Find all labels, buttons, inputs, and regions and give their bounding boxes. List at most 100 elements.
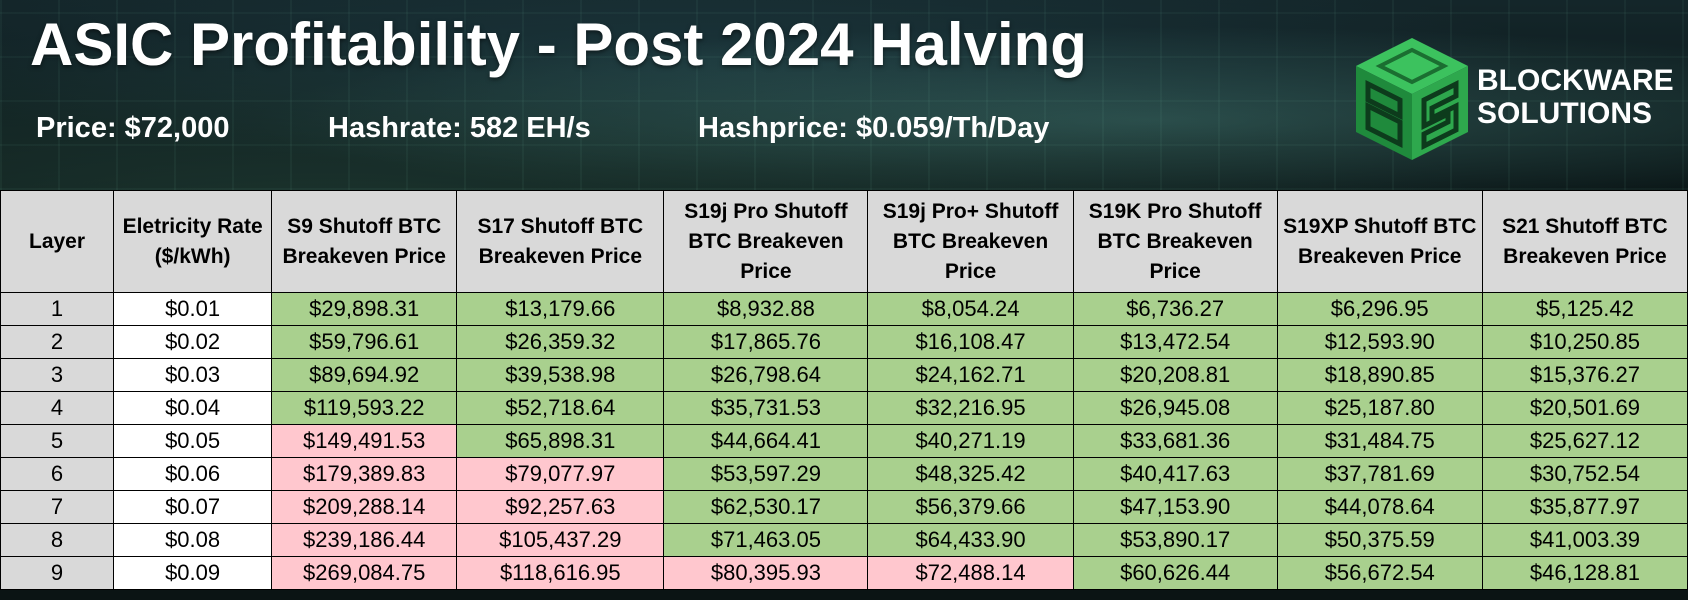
- breakeven-price-cell: $35,877.97: [1481, 490, 1688, 524]
- breakeven-price-cell: $20,208.81: [1072, 358, 1278, 392]
- breakeven-price-cell: $8,932.88: [663, 292, 869, 326]
- breakeven-price-cell: $269,084.75: [271, 556, 458, 590]
- logo-line-2: SOLUTIONS: [1477, 97, 1653, 130]
- breakeven-price-cell: $30,752.54: [1481, 457, 1688, 491]
- electricity-rate-cell: $0.09: [113, 556, 273, 590]
- breakeven-price-cell: $13,179.66: [456, 292, 665, 326]
- logo-line-1: BLOCKWARE: [1477, 64, 1674, 97]
- breakeven-price-cell: $40,271.19: [867, 424, 1074, 458]
- column-header: S9 Shutoff BTC Breakeven Price: [271, 190, 458, 293]
- breakeven-price-cell: $41,003.39: [1481, 523, 1688, 557]
- layer-cell: 8: [0, 523, 115, 557]
- breakeven-price-cell: $209,288.14: [271, 490, 458, 524]
- breakeven-price-cell: $60,626.44: [1072, 556, 1278, 590]
- breakeven-price-cell: $35,731.53: [663, 391, 869, 425]
- breakeven-price-cell: $33,681.36: [1072, 424, 1278, 458]
- breakeven-price-cell: $62,530.17: [663, 490, 869, 524]
- table-row: 4 $0.04 $119,593.22 $52,718.64 $35,731.53 $32…: [0, 391, 1688, 425]
- breakeven-price-cell: $48,325.42: [867, 457, 1074, 491]
- btc-price-stat: Price: $72,000: [36, 112, 230, 144]
- breakeven-price-cell: $52,718.64: [456, 391, 665, 425]
- breakeven-price-cell: $29,898.31: [271, 292, 458, 326]
- table-row: 3 $0.03 $89,694.92 $39,538.98 $26,798.64 $24,…: [0, 358, 1688, 392]
- column-header: S17 Shutoff BTC Breakeven Price: [456, 190, 665, 293]
- breakeven-price-cell: $26,945.08: [1072, 391, 1278, 425]
- hashrate-stat: Hashrate: 582 EH/s: [328, 112, 591, 144]
- electricity-rate-cell: $0.07: [113, 490, 273, 524]
- column-header: S19K Pro Shutoff BTC Breakeven Price: [1072, 190, 1278, 293]
- breakeven-price-cell: $105,437.29: [456, 523, 665, 557]
- breakeven-price-cell: $8,054.24: [867, 292, 1074, 326]
- electricity-rate-cell: $0.01: [113, 292, 273, 326]
- table-body: 1 $0.01 $29,898.31 $13,179.66 $8,932.88 $8,05…: [0, 292, 1688, 590]
- column-header: S19j Pro+ Shutoff BTC Breakeven Price: [867, 190, 1074, 293]
- column-header: S19XP Shutoff BTC Breakeven Price: [1276, 190, 1483, 293]
- breakeven-price-cell: $46,128.81: [1481, 556, 1688, 590]
- breakeven-price-cell: $80,395.93: [663, 556, 869, 590]
- layer-cell: 5: [0, 424, 115, 458]
- breakeven-price-cell: $118,616.95: [456, 556, 665, 590]
- table-row: 9 $0.09 $269,084.75 $118,616.95 $80,395.93 $7…: [0, 556, 1688, 590]
- breakeven-price-cell: $64,433.90: [867, 523, 1074, 557]
- column-header: S19j Pro Shutoff BTC Breakeven Price: [663, 190, 869, 293]
- breakeven-price-cell: $72,488.14: [867, 556, 1074, 590]
- breakeven-price-cell: $149,491.53: [271, 424, 458, 458]
- hashprice-stat: Hashprice: $0.059/Th/Day: [698, 112, 1050, 144]
- breakeven-price-cell: $6,296.95: [1276, 292, 1483, 326]
- layer-cell: 4: [0, 391, 115, 425]
- breakeven-price-cell: $5,125.42: [1481, 292, 1688, 326]
- breakeven-table: Layer Eletricity Rate ($/kWh) S9 Shutoff…: [0, 190, 1688, 590]
- breakeven-price-cell: $56,672.54: [1276, 556, 1483, 590]
- blockware-cube-logo-icon: [1356, 38, 1468, 160]
- layer-cell: 3: [0, 358, 115, 392]
- breakeven-price-cell: $26,359.32: [456, 325, 665, 359]
- breakeven-price-cell: $10,250.85: [1481, 325, 1688, 359]
- electricity-rate-cell: $0.05: [113, 424, 273, 458]
- column-header: Layer: [0, 190, 115, 293]
- breakeven-price-cell: $50,375.59: [1276, 523, 1483, 557]
- breakeven-price-cell: $31,484.75: [1276, 424, 1483, 458]
- layer-cell: 9: [0, 556, 115, 590]
- column-header: Eletricity Rate ($/kWh): [113, 190, 273, 293]
- breakeven-price-cell: $179,389.83: [271, 457, 458, 491]
- layer-cell: 6: [0, 457, 115, 491]
- breakeven-price-cell: $53,890.17: [1072, 523, 1278, 557]
- breakeven-price-cell: $16,108.47: [867, 325, 1074, 359]
- breakeven-price-cell: $89,694.92: [271, 358, 458, 392]
- table-row: 6 $0.06 $179,389.83 $79,077.97 $53,597.29 $48…: [0, 457, 1688, 491]
- breakeven-price-cell: $12,593.90: [1276, 325, 1483, 359]
- breakeven-price-cell: $119,593.22: [271, 391, 458, 425]
- electricity-rate-cell: $0.06: [113, 457, 273, 491]
- breakeven-price-cell: $24,162.71: [867, 358, 1074, 392]
- breakeven-price-cell: $25,627.12: [1481, 424, 1688, 458]
- breakeven-price-cell: $18,890.85: [1276, 358, 1483, 392]
- breakeven-price-cell: $13,472.54: [1072, 325, 1278, 359]
- breakeven-price-cell: $15,376.27: [1481, 358, 1688, 392]
- breakeven-price-cell: $44,078.64: [1276, 490, 1483, 524]
- page-title: ASIC Profitability - Post 2024 Halving: [30, 11, 1087, 78]
- electricity-rate-cell: $0.02: [113, 325, 273, 359]
- electricity-rate-cell: $0.03: [113, 358, 273, 392]
- breakeven-price-cell: $39,538.98: [456, 358, 665, 392]
- breakeven-price-cell: $239,186.44: [271, 523, 458, 557]
- breakeven-price-cell: $40,417.63: [1072, 457, 1278, 491]
- breakeven-price-cell: $32,216.95: [867, 391, 1074, 425]
- layer-cell: 2: [0, 325, 115, 359]
- breakeven-price-cell: $44,664.41: [663, 424, 869, 458]
- table-row: 7 $0.07 $209,288.14 $92,257.63 $62,530.17 $56…: [0, 490, 1688, 524]
- breakeven-price-cell: $59,796.61: [271, 325, 458, 359]
- table-header-row: Layer Eletricity Rate ($/kWh) S9 Shutoff…: [0, 190, 1688, 293]
- layer-cell: 1: [0, 292, 115, 326]
- breakeven-price-cell: $20,501.69: [1481, 391, 1688, 425]
- table-row: 2 $0.02 $59,796.61 $26,359.32 $17,865.76 $16,…: [0, 325, 1688, 359]
- breakeven-price-cell: $6,736.27: [1072, 292, 1278, 326]
- table-row: 5 $0.05 $149,491.53 $65,898.31 $44,664.41 $40…: [0, 424, 1688, 458]
- breakeven-price-cell: $56,379.66: [867, 490, 1074, 524]
- breakeven-price-cell: $92,257.63: [456, 490, 665, 524]
- blockware-logo: BLOCKWARE SOLUTIONS: [1350, 34, 1674, 164]
- breakeven-price-cell: $53,597.29: [663, 457, 869, 491]
- table-row: 8 $0.08 $239,186.44 $105,437.29 $71,463.05 $6…: [0, 523, 1688, 557]
- breakeven-price-cell: $47,153.90: [1072, 490, 1278, 524]
- breakeven-price-cell: $25,187.80: [1276, 391, 1483, 425]
- breakeven-price-cell: $65,898.31: [456, 424, 665, 458]
